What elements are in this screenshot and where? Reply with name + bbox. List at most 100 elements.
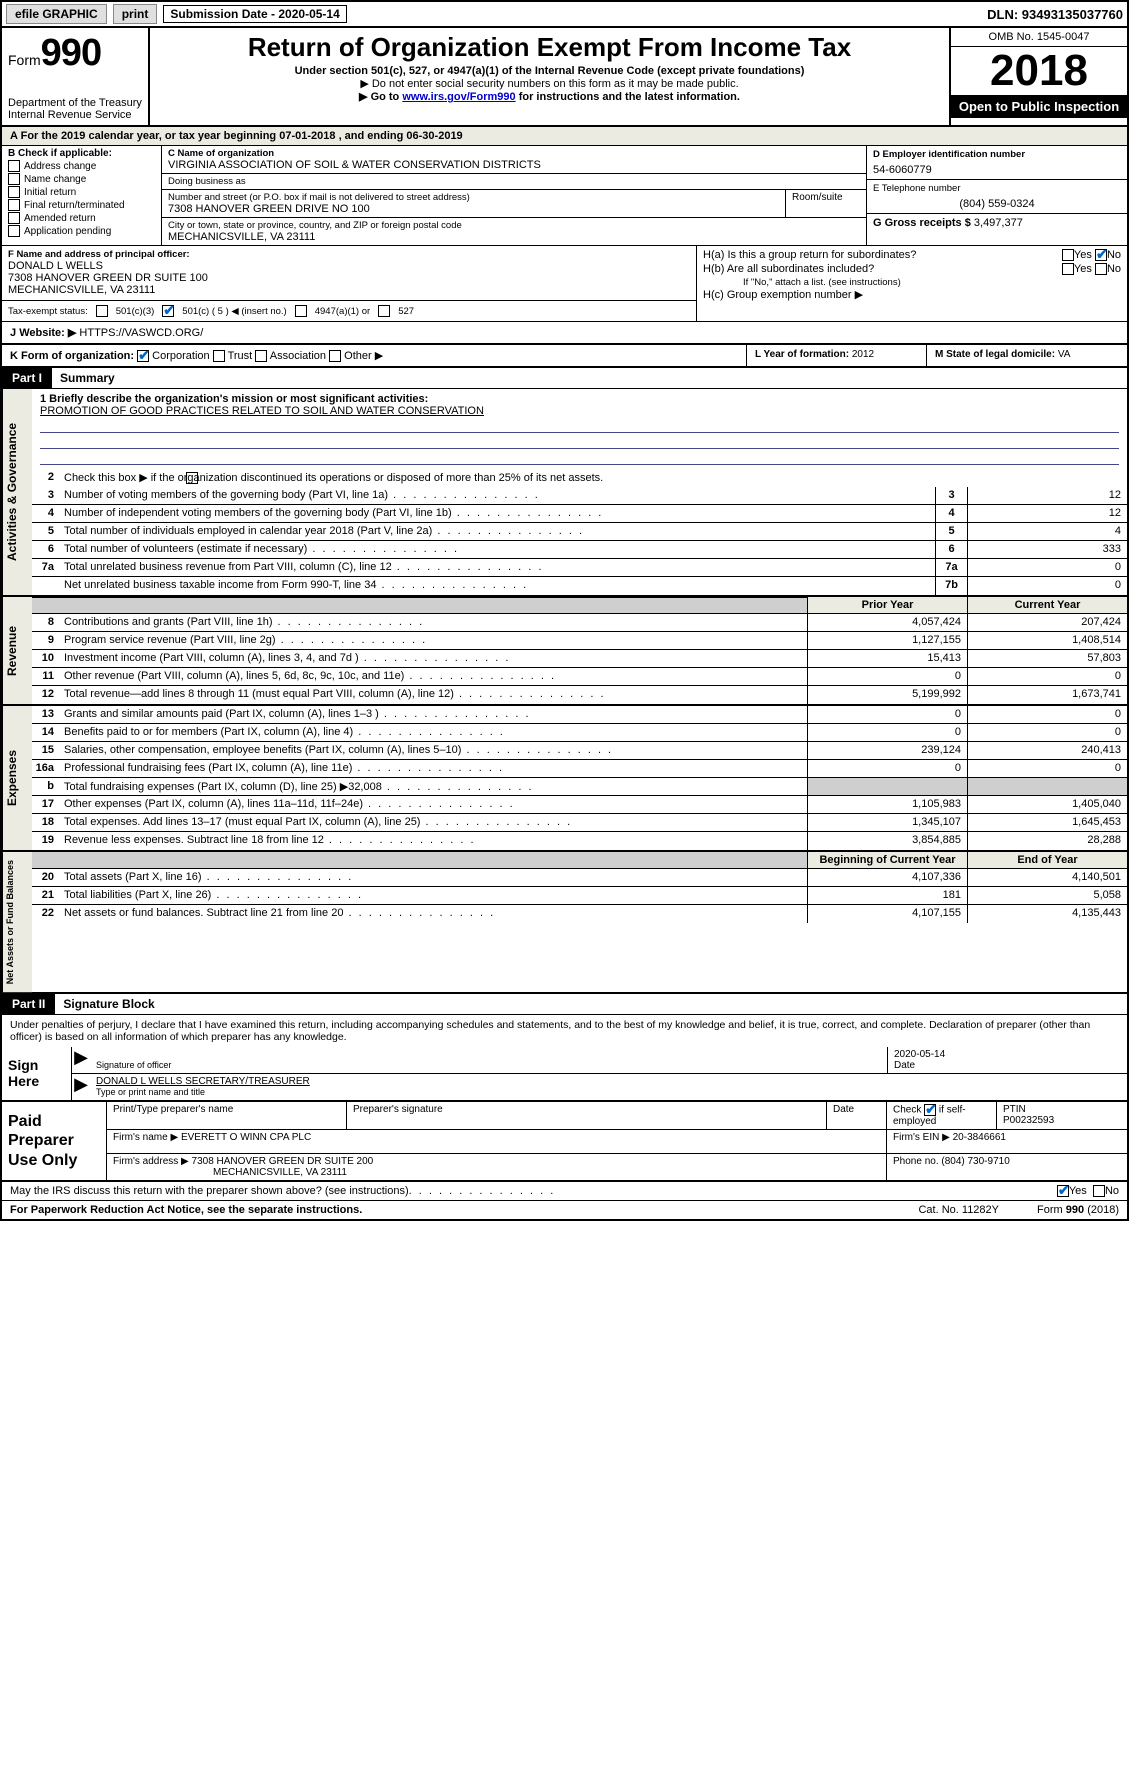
data-line: 19 Revenue less expenses. Subtract line … <box>32 832 1127 850</box>
paid-preparer-label: Paid Preparer Use Only <box>2 1102 107 1180</box>
self-emp-cell: Check if self-employed <box>887 1102 997 1129</box>
sub3-post: for instructions and the latest informat… <box>516 91 740 103</box>
chk-ha-no[interactable] <box>1095 249 1107 261</box>
line-text: Contributions and grants (Part VIII, lin… <box>60 614 807 631</box>
line-box: 7a <box>935 559 967 576</box>
hc-label: H(c) Group exemption number ▶ <box>703 288 1121 301</box>
current-year-value: 1,645,453 <box>967 814 1127 831</box>
lbl-app-pending: Application pending <box>24 226 111 237</box>
part1-title: Summary <box>52 368 123 388</box>
hdr-end-year: End of Year <box>967 852 1127 868</box>
line-box: 4 <box>935 505 967 522</box>
paid-preparer-block: Paid Preparer Use Only Print/Type prepar… <box>2 1102 1127 1182</box>
current-year-value: 207,424 <box>967 614 1127 631</box>
chk-app-pending[interactable] <box>8 225 20 237</box>
gov-line: 5 Total number of individuals employed i… <box>32 523 1127 541</box>
hdr-prior-year: Prior Year <box>807 597 967 613</box>
chk-address-change[interactable] <box>8 160 20 172</box>
box-f: F Name and address of principal officer:… <box>2 246 697 321</box>
prior-year-value: 3,854,885 <box>807 832 967 850</box>
line-value: 12 <box>967 505 1127 522</box>
dba-label: Doing business as <box>168 176 860 187</box>
chk-trust[interactable] <box>213 350 225 362</box>
perjury-text: Under penalties of perjury, I declare th… <box>2 1015 1127 1047</box>
line-num: 19 <box>32 832 60 850</box>
chk-self-employed[interactable] <box>924 1104 936 1116</box>
lbl-final-return: Final return/terminated <box>24 200 125 211</box>
phone-label: E Telephone number <box>873 183 1121 194</box>
prior-year-value: 0 <box>807 760 967 777</box>
current-year-value: 0 <box>967 760 1127 777</box>
line-box: 6 <box>935 541 967 558</box>
governance-section: Activities & Governance 1 Briefly descri… <box>2 389 1127 597</box>
instructions-link[interactable]: www.irs.gov/Form990 <box>402 91 515 103</box>
chk-final-return[interactable] <box>8 199 20 211</box>
chk-discuss-no[interactable] <box>1093 1185 1105 1197</box>
form-num: 990 <box>41 32 101 74</box>
box-h: H(a) Is this a group return for subordin… <box>697 246 1127 321</box>
chk-discuss-yes[interactable] <box>1057 1185 1069 1197</box>
print-button[interactable]: print <box>113 4 158 24</box>
officer-sig-field[interactable]: Signature of officer <box>90 1047 887 1073</box>
prior-year-value: 181 <box>807 887 967 904</box>
chk-ha-yes[interactable] <box>1062 249 1074 261</box>
data-line: 13 Grants and similar amounts paid (Part… <box>32 706 1127 724</box>
line-value: 0 <box>967 577 1127 595</box>
chk-assoc[interactable] <box>255 350 267 362</box>
ein-label: D Employer identification number <box>873 149 1121 160</box>
expenses-section: Expenses 13 Grants and similar amounts p… <box>2 706 1127 852</box>
current-year-value: 1,673,741 <box>967 686 1127 704</box>
chk-501c3[interactable] <box>96 305 108 317</box>
line-text: Total liabilities (Part X, line 26) <box>60 887 807 904</box>
line-num: 21 <box>32 887 60 904</box>
subtitle-1: Under section 501(c), 527, or 4947(a)(1)… <box>158 65 941 77</box>
chk-line2[interactable] <box>186 472 198 484</box>
prior-year-value: 0 <box>807 724 967 741</box>
prior-year-value: 4,107,336 <box>807 869 967 886</box>
efile-button[interactable]: efile GRAPHIC <box>6 4 107 24</box>
prior-year-value: 5,199,992 <box>807 686 967 704</box>
current-year-value: 4,135,443 <box>967 905 1127 923</box>
gov-line: Net unrelated business taxable income fr… <box>32 577 1127 595</box>
subtitle-3: ▶ Go to www.irs.gov/Form990 for instruct… <box>158 90 941 103</box>
addr-row: Number and street (or P.O. box if mail i… <box>162 190 866 218</box>
line-text: Number of voting members of the governin… <box>60 487 935 504</box>
current-year-value: 0 <box>967 668 1127 685</box>
chk-hb-yes[interactable] <box>1062 263 1074 275</box>
chk-hb-no[interactable] <box>1095 263 1107 275</box>
chk-527[interactable] <box>378 305 390 317</box>
vtab-revenue: Revenue <box>2 597 32 704</box>
sign-here-row: Sign Here ▶ Signature of officer 2020-05… <box>2 1047 1127 1100</box>
chk-amended[interactable] <box>8 212 20 224</box>
addr-cell: Number and street (or P.O. box if mail i… <box>162 190 786 218</box>
chk-501c[interactable] <box>162 305 174 317</box>
netassets-section: Net Assets or Fund Balances Beginning of… <box>2 852 1127 994</box>
line-num: 7a <box>32 559 60 576</box>
identity-row: B Check if applicable: Address change Na… <box>2 146 1127 246</box>
addr-value: 7308 HANOVER GREEN DRIVE NO 100 <box>168 203 779 215</box>
lbl-4947: 4947(a)(1) or <box>315 306 370 317</box>
hb-label: H(b) Are all subordinates included? <box>703 263 874 275</box>
hb-yes: Yes <box>1074 263 1092 275</box>
current-year-value: 57,803 <box>967 650 1127 667</box>
line-text: Other expenses (Part IX, column (A), lin… <box>60 796 807 813</box>
form-container: Form990 Department of the Treasury Inter… <box>0 26 1129 1221</box>
chk-other[interactable] <box>329 350 341 362</box>
line-num: 20 <box>32 869 60 886</box>
line-num: 4 <box>32 505 60 522</box>
data-line: b Total fundraising expenses (Part IX, c… <box>32 778 1127 796</box>
part2-title: Signature Block <box>55 994 162 1014</box>
current-year-value: 4,140,501 <box>967 869 1127 886</box>
chk-name-change[interactable] <box>8 173 20 185</box>
chk-corp[interactable] <box>137 350 149 362</box>
data-line: 17 Other expenses (Part IX, column (A), … <box>32 796 1127 814</box>
discuss-text: May the IRS discuss this return with the… <box>10 1185 409 1197</box>
chk-4947[interactable] <box>295 305 307 317</box>
gross-cell: G Gross receipts $ 3,497,377 <box>867 214 1127 232</box>
box-l: L Year of formation: 2012 <box>747 345 927 366</box>
chk-initial-return[interactable] <box>8 186 20 198</box>
line-text: Grants and similar amounts paid (Part IX… <box>60 706 807 723</box>
officer-name-field: DONALD L WELLS SECRETARY/TREASURERType o… <box>90 1074 1127 1100</box>
data-line: 9 Program service revenue (Part VIII, li… <box>32 632 1127 650</box>
firm-name-cell: Firm's name ▶ EVERETT O WINN CPA PLC <box>107 1130 887 1153</box>
